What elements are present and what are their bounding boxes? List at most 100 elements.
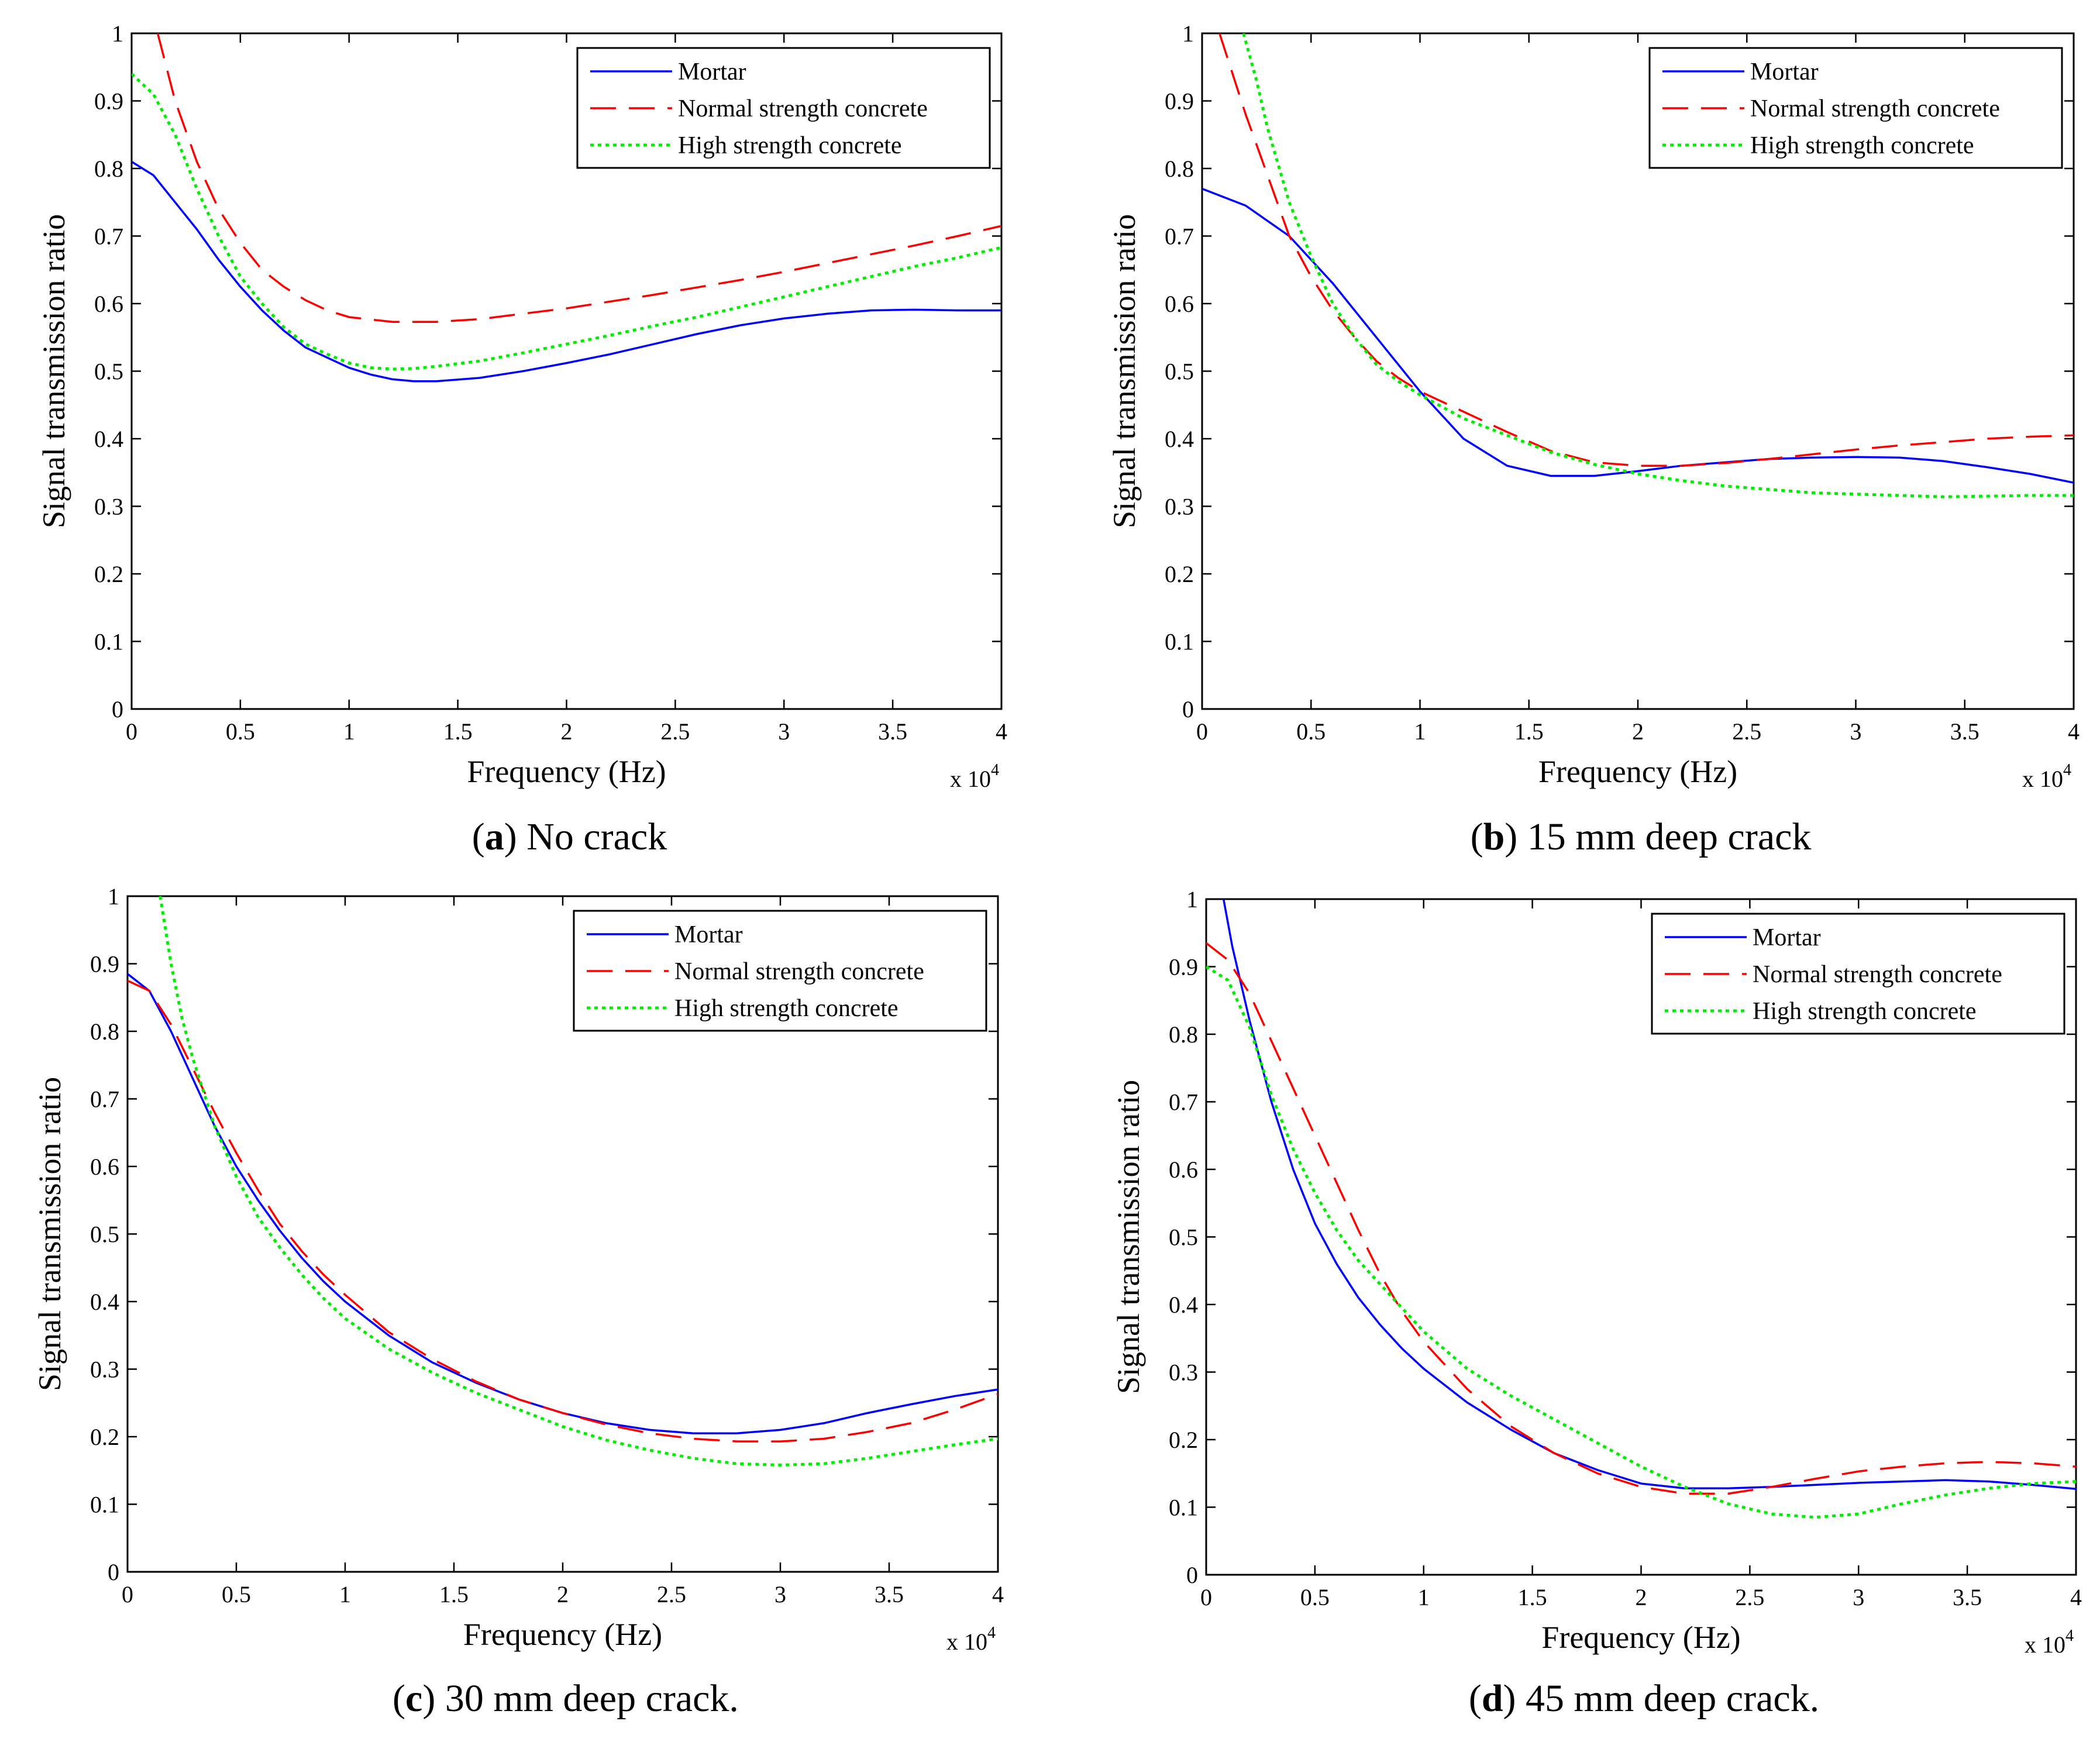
- x-tick-label: 1.5: [443, 718, 473, 745]
- x-tick-label: 4: [992, 1581, 1004, 1608]
- series-line-high-strength-concrete: [159, 896, 998, 1467]
- y-tick-label: 0.5: [90, 1221, 119, 1248]
- x-axis-multiplier-base: x 10: [950, 766, 991, 792]
- legend-label: Mortar: [1753, 924, 1821, 951]
- x-tick-label: 1.5: [439, 1581, 469, 1608]
- caption-close-paren: ): [1505, 815, 1517, 858]
- y-tick-label: 0.4: [90, 1289, 119, 1315]
- x-tick-label: 1: [1418, 1584, 1430, 1610]
- chart-panel-d: 0 0.1 0.2 0.3 0.4 0.5 0.6 0.7 0.8 0.9 1 0 0.5 1 1.5 2 2.…: [1111, 886, 2082, 1720]
- legend-label: High strength concrete: [1750, 132, 1974, 159]
- x-axis-multiplier-exponent: 4: [991, 761, 999, 779]
- y-tick-label: 0.8: [1165, 156, 1194, 182]
- x-axis-label: Frequency (Hz): [1538, 754, 1737, 789]
- x-tick-label: 1: [343, 718, 355, 745]
- x-tick-label: 2.5: [1732, 718, 1761, 745]
- x-tick-label: 3: [1853, 1584, 1864, 1610]
- y-tick-label: 0.2: [1165, 561, 1194, 587]
- caption-letter: a: [485, 815, 504, 858]
- y-tick-label: 1: [1182, 20, 1194, 47]
- series-line-mortar: [1202, 187, 2074, 484]
- x-tick-label: 2: [1632, 718, 1644, 745]
- y-tick-label: 0.2: [94, 561, 123, 587]
- x-tick-label: 0.5: [222, 1581, 251, 1608]
- x-axis-multiplier-exponent: 4: [2063, 761, 2071, 779]
- x-tick-label: 2: [557, 1581, 569, 1608]
- x-axis-multiplier: x 104: [946, 1624, 996, 1655]
- x-tick-label: 4: [2070, 1584, 2082, 1610]
- x-axis-multiplier-exponent: 4: [2065, 1627, 2074, 1645]
- caption-close-paren: ): [422, 1677, 435, 1720]
- y-tick-label: 0.4: [1165, 426, 1194, 452]
- y-axis-label: Signal transmission ratio: [1107, 214, 1142, 528]
- y-tick-label: 0.8: [1169, 1021, 1198, 1048]
- x-axis-multiplier-base: x 10: [2025, 1631, 2065, 1658]
- x-axis-multiplier-base: x 10: [2022, 766, 2063, 792]
- x-tick-label: 3.5: [1950, 718, 1979, 745]
- x-tick-label: 3.5: [1953, 1584, 1982, 1610]
- x-tick-label: 0: [126, 718, 137, 745]
- caption-text: No crack: [517, 815, 667, 858]
- series-line-mortar: [1222, 899, 2076, 1491]
- legend-label: High strength concrete: [1753, 998, 1977, 1025]
- x-axis-label: Frequency (Hz): [463, 1617, 662, 1652]
- y-tick-label: 0.3: [1165, 494, 1194, 520]
- legend-label: Mortar: [1750, 58, 1819, 85]
- caption-open-paren: (: [1471, 815, 1483, 858]
- legend-label: High strength concrete: [678, 132, 902, 159]
- series-line-high-strength-concrete: [1242, 33, 2074, 498]
- x-tick-label: 3: [778, 718, 790, 745]
- chart-panel-b: 0 0.1 0.2 0.3 0.4 0.5 0.6 0.7 0.8 0.9 1 0 0.5 1 1.5 2 2.…: [1107, 20, 2080, 858]
- legend-label: Normal strength concrete: [674, 958, 924, 985]
- y-tick-label: 0.1: [1169, 1495, 1198, 1521]
- x-tick-label: 2.5: [657, 1581, 686, 1608]
- legend: Mortar Normal strength concrete High stren…: [1651, 913, 2065, 1035]
- x-tick-label: 2: [1636, 1584, 1647, 1610]
- legend: Mortar Normal strength concrete High stren…: [1648, 47, 2063, 169]
- y-tick-label: 0.3: [90, 1357, 119, 1383]
- y-tick-label: 0: [1186, 1562, 1198, 1588]
- series-line-high-strength-concrete: [132, 73, 1001, 371]
- y-tick-label: 0.9: [90, 951, 119, 977]
- x-axis-multiplier: x 104: [2022, 761, 2071, 792]
- series-line-normal-strength-concrete: [128, 979, 998, 1443]
- legend-label: Mortar: [674, 921, 743, 948]
- y-tick-label: 0.8: [94, 156, 123, 182]
- x-axis-multiplier-base: x 10: [946, 1629, 987, 1655]
- y-tick-label: 0.9: [94, 88, 123, 115]
- caption-letter: d: [1482, 1677, 1503, 1720]
- y-axis-label: Signal transmission ratio: [32, 1077, 67, 1391]
- y-tick-label: 0: [112, 696, 123, 722]
- y-axis-label: Signal transmission ratio: [1111, 1080, 1146, 1394]
- y-tick-label: 0.4: [94, 426, 123, 452]
- x-tick-label: 2: [561, 718, 573, 745]
- x-axis-label: Frequency (Hz): [467, 754, 666, 789]
- y-tick-label: 1: [1186, 886, 1198, 913]
- y-tick-label: 0.8: [90, 1018, 119, 1045]
- series-group: [1206, 899, 2076, 1519]
- x-tick-label: 4: [996, 718, 1007, 745]
- y-tick-label: 0.2: [1169, 1427, 1198, 1453]
- x-tick-label: 2.5: [1735, 1584, 1764, 1610]
- caption-letter: b: [1483, 815, 1505, 858]
- caption-open-paren: (: [393, 1677, 405, 1720]
- series-line-high-strength-concrete: [1206, 965, 2076, 1519]
- x-tick-label: 1.5: [1514, 718, 1544, 745]
- x-tick-label: 0.5: [1300, 1584, 1330, 1610]
- y-tick-label: 0.1: [94, 629, 123, 655]
- x-tick-label: 0: [1200, 1584, 1212, 1610]
- x-tick-label: 0.5: [226, 718, 255, 745]
- series-line-mortar: [132, 160, 1001, 383]
- chart-panel-c: 0 0.1 0.2 0.3 0.4 0.5 0.6 0.7 0.8 0.9 1 0 0.5 1 1.5 2 2.…: [32, 883, 1004, 1720]
- y-tick-label: 0.9: [1169, 954, 1198, 980]
- x-axis-label: Frequency (Hz): [1541, 1620, 1740, 1655]
- series-line-normal-strength-concrete: [1206, 942, 2076, 1495]
- y-axis-label: Signal transmission ratio: [36, 214, 71, 528]
- y-tick-label: 0.1: [90, 1492, 119, 1518]
- y-tick-label: 0: [1182, 696, 1194, 722]
- x-tick-label: 3: [774, 1581, 786, 1608]
- x-tick-label: 4: [2068, 718, 2080, 745]
- caption-open-paren: (: [1469, 1677, 1482, 1720]
- legend-label: Mortar: [678, 58, 746, 85]
